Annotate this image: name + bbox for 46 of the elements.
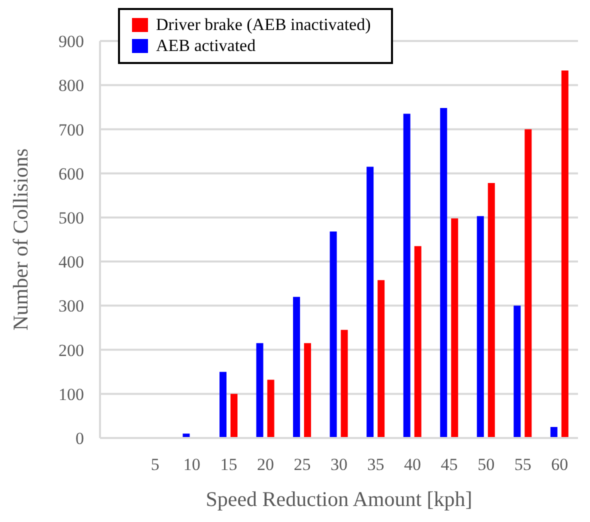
bar bbox=[366, 166, 374, 438]
x-tick-label: 50 bbox=[478, 455, 495, 474]
bar bbox=[304, 343, 312, 438]
bar bbox=[403, 114, 410, 438]
y-tick-label: 100 bbox=[58, 384, 84, 404]
y-tick-label: 900 bbox=[58, 32, 84, 52]
x-tick-label: 40 bbox=[404, 455, 422, 474]
y-tick-label: 400 bbox=[58, 252, 84, 272]
y-tick-label: 0 bbox=[76, 429, 84, 448]
y-tick-label: 800 bbox=[58, 76, 84, 96]
x-tick-label: 25 bbox=[294, 455, 311, 474]
bar bbox=[330, 232, 337, 438]
bar bbox=[267, 380, 274, 438]
bar bbox=[488, 183, 495, 438]
x-tick-label: 10 bbox=[183, 455, 200, 474]
bar bbox=[378, 280, 385, 438]
bar bbox=[451, 218, 458, 438]
x-tick-label: 15 bbox=[220, 455, 238, 474]
y-tick-label: 700 bbox=[58, 120, 84, 140]
y-tick-label: 200 bbox=[58, 340, 84, 360]
bar bbox=[561, 70, 568, 438]
bar bbox=[440, 108, 448, 438]
y-tick-label: 600 bbox=[58, 164, 84, 184]
legend-label: Driver brake (AEB inactivated) bbox=[156, 14, 371, 35]
x-tick-label: 5 bbox=[150, 455, 160, 474]
bar bbox=[514, 306, 521, 438]
x-tick-label: 55 bbox=[514, 455, 532, 474]
bar bbox=[340, 330, 348, 438]
bar bbox=[230, 394, 238, 438]
bar bbox=[256, 343, 264, 438]
x-tick-label: 45 bbox=[440, 455, 458, 474]
x-tick-label: 30 bbox=[330, 455, 348, 474]
bar bbox=[476, 216, 484, 438]
bar bbox=[524, 129, 532, 438]
x-tick-label: 20 bbox=[256, 455, 274, 474]
x-tick-label: 60 bbox=[551, 455, 568, 474]
y-axis-title: Number of Collisions bbox=[8, 148, 32, 330]
legend-label: AEB activated bbox=[156, 35, 256, 56]
x-axis-title: Speed Reduction Amount [kph] bbox=[206, 487, 472, 511]
bar bbox=[293, 296, 300, 438]
bar bbox=[414, 246, 422, 438]
bar bbox=[550, 426, 558, 438]
bar bbox=[220, 372, 226, 438]
x-tick-label: 35 bbox=[367, 455, 384, 474]
y-tick-label: 500 bbox=[58, 208, 84, 228]
y-tick-label: 300 bbox=[58, 296, 84, 316]
